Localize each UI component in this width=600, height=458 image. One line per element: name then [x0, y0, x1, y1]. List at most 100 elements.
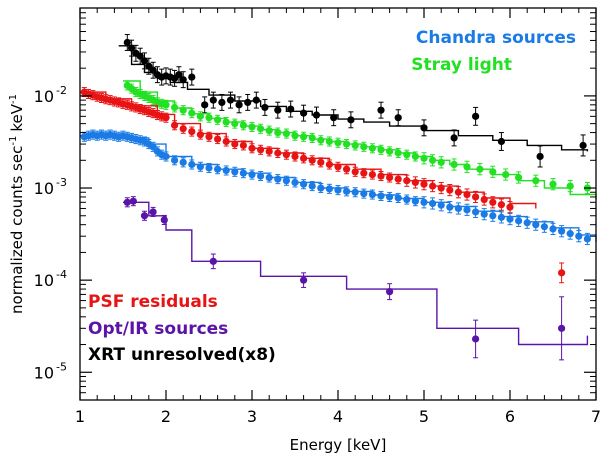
data-point: [179, 106, 187, 114]
data-point: [188, 73, 196, 81]
data-point: [463, 206, 471, 214]
data-point: [377, 172, 385, 180]
data-point: [317, 136, 325, 144]
model-line: [123, 201, 589, 346]
data-point: [558, 269, 566, 277]
data-point: [502, 170, 510, 179]
data-point: [149, 208, 157, 216]
data-point: [291, 178, 299, 187]
data-point: [325, 160, 333, 169]
data-point: [282, 151, 290, 159]
data-point: [411, 197, 419, 205]
data-point: [523, 219, 531, 227]
data-point: [140, 212, 149, 220]
data-point: [300, 109, 308, 117]
data-point: [257, 172, 265, 180]
data-point: [214, 135, 222, 143]
data-point: [282, 129, 290, 138]
data-point: [472, 335, 480, 343]
axis-ticks: 1 2 3 4 5 6 710-510-410-310-2: [34, 8, 600, 426]
data-point: [343, 187, 351, 195]
data-point: [394, 149, 402, 157]
data-point: [265, 173, 273, 182]
data-point: [239, 141, 247, 150]
data-point: [274, 149, 282, 157]
data-point: [360, 143, 368, 151]
data-point: [489, 168, 497, 176]
data-point: [497, 201, 505, 209]
data-point: [489, 198, 497, 206]
data-point: [291, 152, 299, 161]
x-tick-label: 1: [75, 407, 85, 426]
data-point: [343, 140, 351, 148]
data-point: [123, 198, 131, 206]
y-axis-title-exp1: -1: [8, 136, 19, 146]
y-axis-title: normalized counts sec-1keV-1: [8, 94, 26, 314]
data-point: [222, 166, 230, 175]
data-point: [171, 103, 179, 112]
legend-stray-light: Stray light: [411, 55, 512, 75]
data-point: [420, 124, 428, 132]
data-point: [287, 105, 295, 113]
data-point: [171, 121, 179, 129]
data-point: [248, 144, 256, 152]
y-tick-mantissa: 10: [34, 179, 54, 198]
data-point: [472, 208, 480, 216]
data-point: [420, 154, 428, 162]
data-point: [179, 76, 187, 84]
series-xrt-unresolved-x8: [118, 34, 589, 168]
data-point: [179, 125, 187, 133]
data-point: [368, 144, 376, 152]
data-point: [480, 195, 488, 204]
y-tick-label: 10: [34, 179, 54, 198]
data-point: [136, 52, 144, 60]
data-point: [231, 168, 239, 176]
data-point: [351, 168, 359, 176]
data-point: [239, 121, 247, 129]
data-point: [231, 120, 239, 128]
data-point: [188, 160, 196, 169]
y-tick-mantissa: 10: [34, 271, 54, 290]
data-point: [265, 127, 273, 135]
data-point: [129, 197, 137, 205]
data-point: [420, 198, 428, 206]
data-point: [334, 163, 342, 171]
data-point: [472, 112, 480, 120]
data-point: [175, 71, 183, 79]
data-point: [386, 173, 394, 182]
x-axis-title: Energy [keV]: [290, 436, 387, 454]
data-point: [291, 132, 299, 140]
model-line: [118, 45, 589, 152]
data-point: [480, 210, 488, 218]
data-point: [403, 195, 411, 204]
data-point: [214, 116, 222, 124]
data-point: [334, 186, 342, 194]
data-point: [377, 106, 385, 114]
data-point: [497, 213, 505, 221]
data-point: [437, 158, 445, 166]
data-point: [583, 235, 592, 243]
data-point: [188, 109, 196, 117]
data-point: [394, 114, 402, 122]
data-point: [403, 151, 411, 159]
y-tick-exponent: -5: [56, 360, 67, 373]
data-point: [162, 114, 170, 122]
data-point: [566, 230, 574, 238]
data-point: [205, 133, 213, 141]
data-point: [244, 98, 252, 107]
x-tick-label: 6: [505, 407, 515, 426]
y-tick-label: 10: [34, 363, 54, 382]
data-point: [536, 152, 544, 161]
data-point: [226, 96, 235, 104]
data-point: [282, 177, 290, 185]
data-point: [446, 203, 454, 211]
y-tick-exponent: -3: [56, 176, 67, 189]
data-point: [252, 96, 260, 104]
data-point: [257, 146, 265, 154]
data-point: [394, 175, 402, 183]
series-psf-residuals: [80, 87, 566, 284]
data-point: [386, 147, 394, 155]
data-point: [437, 184, 445, 192]
data-point: [368, 190, 376, 199]
data-point: [196, 163, 204, 171]
